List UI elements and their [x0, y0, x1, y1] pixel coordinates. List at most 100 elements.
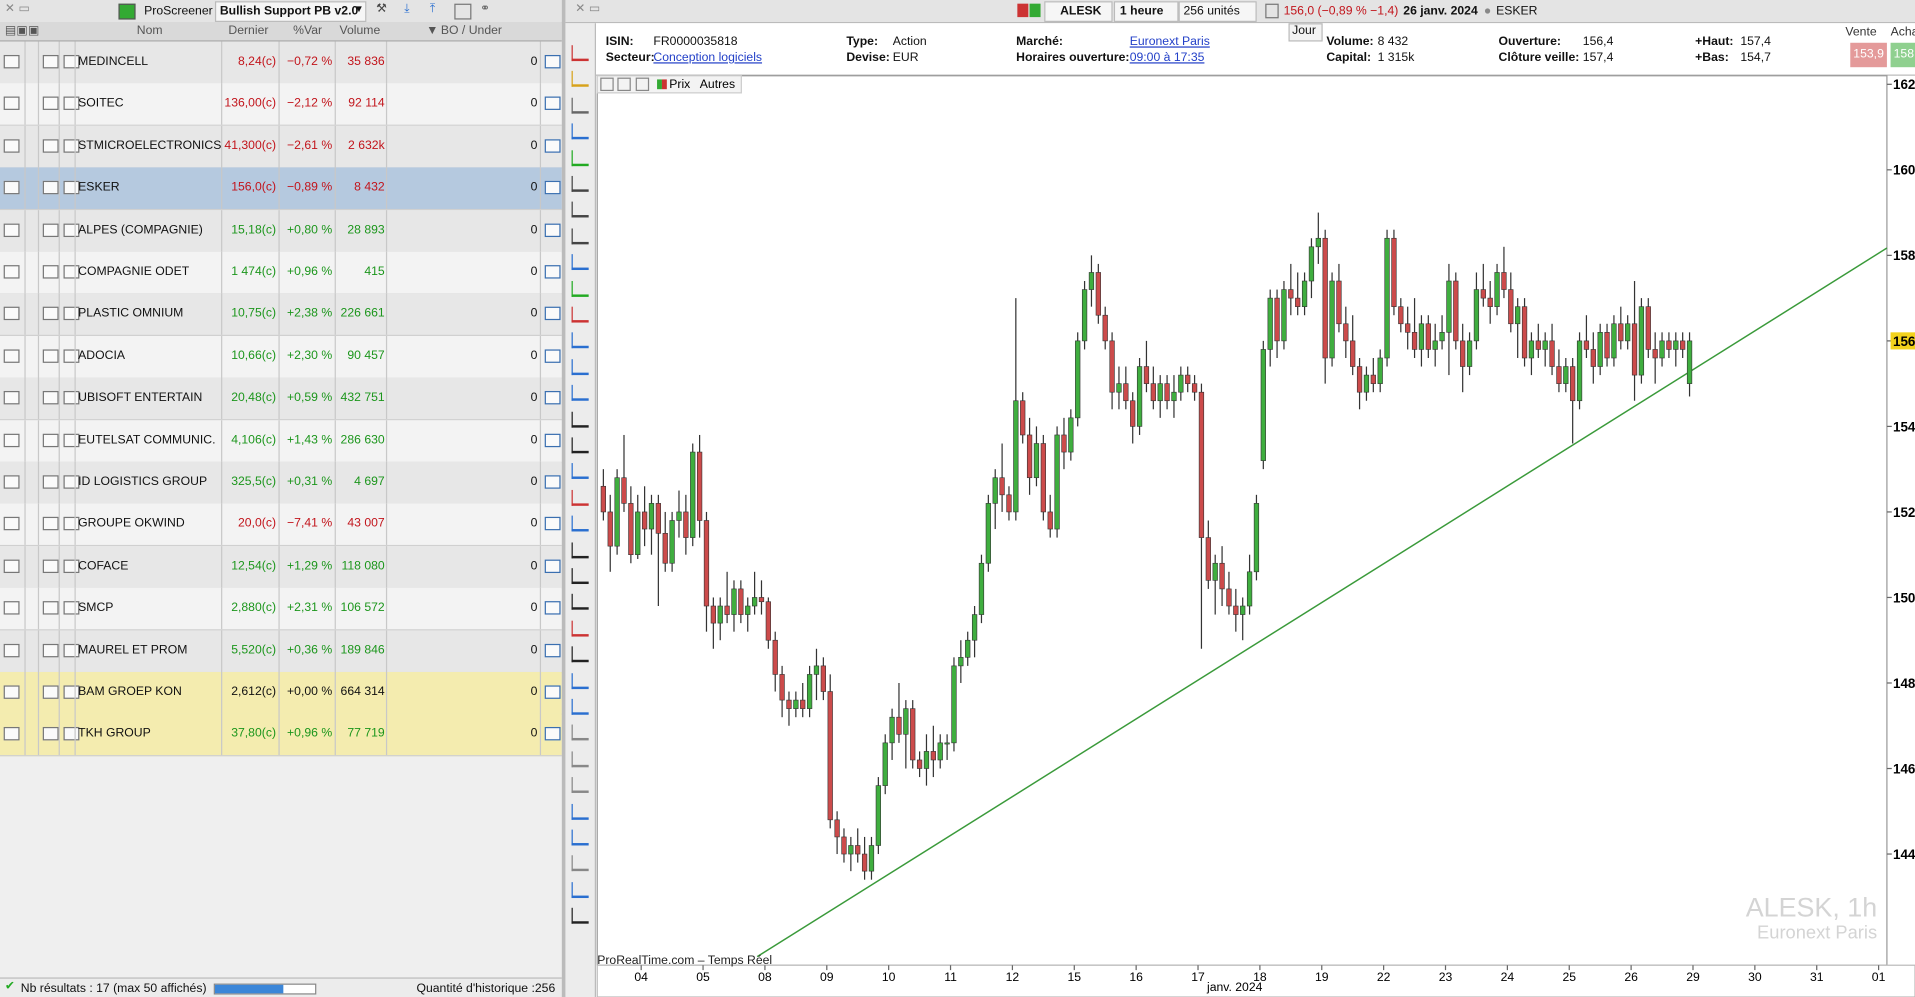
screener-row[interactable]: MEDINCELL 8,24(c) −0,72 % 35 836 0: [0, 41, 562, 85]
chart-icon[interactable]: [544, 559, 561, 573]
tool-icon[interactable]: [571, 437, 589, 454]
screener-row[interactable]: UBISOFT ENTERTAIN 20,48(c) +0,59 % 432 751 0: [0, 377, 562, 421]
tool-icon[interactable]: [571, 568, 589, 585]
chart-icon[interactable]: [544, 54, 561, 69]
row-icon[interactable]: [42, 433, 59, 447]
row-icon[interactable]: [42, 349, 59, 363]
tool-icon[interactable]: [571, 149, 589, 166]
tool-icon[interactable]: [571, 228, 589, 245]
row-icon[interactable]: [3, 223, 20, 237]
row-icon[interactable]: [3, 643, 20, 657]
tool-icon[interactable]: [571, 777, 589, 794]
column-title[interactable]: BO / Under: [440, 24, 502, 38]
row-icon[interactable]: [42, 391, 59, 405]
row-icon[interactable]: [63, 685, 80, 699]
chart-icon[interactable]: [544, 727, 561, 741]
row-icon[interactable]: [3, 685, 20, 699]
chart-icon[interactable]: [544, 685, 561, 699]
screener-row[interactable]: ADOCIA 10,66(c) +2,30 % 90 457 0: [0, 335, 562, 379]
row-icon[interactable]: [42, 517, 59, 531]
row-icon[interactable]: [42, 54, 59, 69]
chart-icon[interactable]: [544, 475, 561, 489]
tool-icon[interactable]: [571, 829, 589, 846]
chart-icon[interactable]: [544, 517, 561, 531]
row-icon[interactable]: [42, 96, 59, 111]
tool-icon[interactable]: [571, 202, 589, 218]
chart-icon[interactable]: [544, 643, 561, 657]
chart-icon[interactable]: [544, 433, 561, 447]
screener-row[interactable]: SMCP 2,880(c) +2,31 % 106 572 0: [0, 587, 562, 631]
layout-icon[interactable]: [454, 3, 472, 20]
interval-select[interactable]: [1113, 1, 1179, 22]
tool-icon[interactable]: [571, 751, 589, 768]
tool-icon[interactable]: [571, 725, 589, 741]
screener-row[interactable]: GROUPE OKWIND 20,0(c) −7,41 % 43 007 0: [0, 503, 562, 547]
row-icon[interactable]: [42, 559, 59, 573]
column-title[interactable]: Dernier: [228, 24, 269, 38]
tool-icon[interactable]: [571, 698, 589, 715]
download-icon[interactable]: ⤓: [404, 2, 410, 16]
tool-icon[interactable]: [571, 411, 589, 428]
tool-icon[interactable]: [571, 123, 589, 140]
tab-icon[interactable]: [617, 77, 631, 92]
ticker-select[interactable]: [1044, 1, 1113, 22]
chart-icon[interactable]: [544, 139, 561, 153]
screener-row[interactable]: ESKER 156,0(c) −0,89 % 8 432 0: [0, 167, 562, 211]
tool-icon[interactable]: [571, 175, 589, 192]
tool-icon[interactable]: [571, 97, 589, 114]
tool-icon[interactable]: ⚒: [376, 2, 388, 16]
tool-icon[interactable]: [571, 385, 589, 401]
period-tab[interactable]: Jour: [1288, 23, 1323, 42]
row-icon[interactable]: [63, 181, 80, 195]
column-title[interactable]: Volume: [339, 24, 381, 38]
row-icon[interactable]: [3, 349, 20, 363]
tool-icon[interactable]: [571, 515, 589, 532]
buy-price[interactable]: 158,0: [1890, 42, 1915, 68]
screen-select[interactable]: [214, 1, 367, 22]
screener-row[interactable]: COFACE 12,54(c) +1,29 % 118 080 0: [0, 545, 562, 589]
row-icon[interactable]: [42, 475, 59, 489]
screener-row[interactable]: PLASTIC OMNIUM 10,75(c) +2,38 % 226 661 0: [0, 293, 562, 337]
screener-row[interactable]: BAM GROEP KON 2,612(c) +0,00 % 664 314 0: [0, 671, 562, 715]
row-icon[interactable]: [3, 54, 20, 69]
tool-icon[interactable]: [571, 803, 589, 820]
splitter[interactable]: [561, 0, 566, 997]
tool-icon[interactable]: [571, 646, 589, 663]
screener-row[interactable]: STMICROELECTRONICS 41,300(c) −2,61 % 2 632k…: [0, 125, 562, 169]
row-icon[interactable]: [42, 307, 59, 321]
tool-icon[interactable]: [571, 672, 589, 689]
chart-icon[interactable]: [544, 391, 561, 405]
close-icon[interactable]: ✕ ▭: [575, 2, 601, 16]
tool-icon[interactable]: [571, 332, 589, 349]
row-icon[interactable]: [63, 517, 80, 531]
tool-icon[interactable]: [571, 594, 589, 611]
row-icon[interactable]: [63, 139, 80, 153]
row-icon[interactable]: [63, 433, 80, 447]
tool-icon[interactable]: [571, 280, 589, 297]
row-icon[interactable]: [63, 265, 80, 279]
row-icon[interactable]: [63, 54, 80, 69]
row-icon[interactable]: [42, 223, 59, 237]
chart-icon[interactable]: [544, 223, 561, 237]
row-icon[interactable]: [3, 181, 20, 195]
screener-row[interactable]: MAUREL ET PROM 5,520(c) +0,36 % 189 846 0: [0, 629, 562, 673]
row-icon[interactable]: [63, 391, 80, 405]
row-icon[interactable]: [63, 307, 80, 321]
row-icon[interactable]: [3, 475, 20, 489]
chart-icon[interactable]: [544, 601, 561, 615]
tool-icon[interactable]: [571, 358, 589, 375]
row-icon[interactable]: [3, 391, 20, 405]
tool-icon[interactable]: [571, 908, 589, 924]
row-icon[interactable]: [63, 475, 80, 489]
screener-row[interactable]: EUTELSAT COMMUNIC. 4,106(c) +1,43 % 286 630…: [0, 419, 562, 463]
tool-icon[interactable]: [571, 855, 589, 872]
row-icon[interactable]: [63, 223, 80, 237]
tool-icon[interactable]: [571, 71, 589, 88]
row-icon[interactable]: [63, 96, 80, 111]
share-icon[interactable]: ⚭: [479, 2, 491, 16]
row-icon[interactable]: [42, 181, 59, 195]
screener-row[interactable]: ALPES (COMPAGNIE) 15,18(c) +0,80 % 28 893 0: [0, 209, 562, 253]
row-icon[interactable]: [3, 433, 20, 447]
chart-icon[interactable]: [544, 307, 561, 321]
tool-icon[interactable]: [571, 881, 589, 898]
